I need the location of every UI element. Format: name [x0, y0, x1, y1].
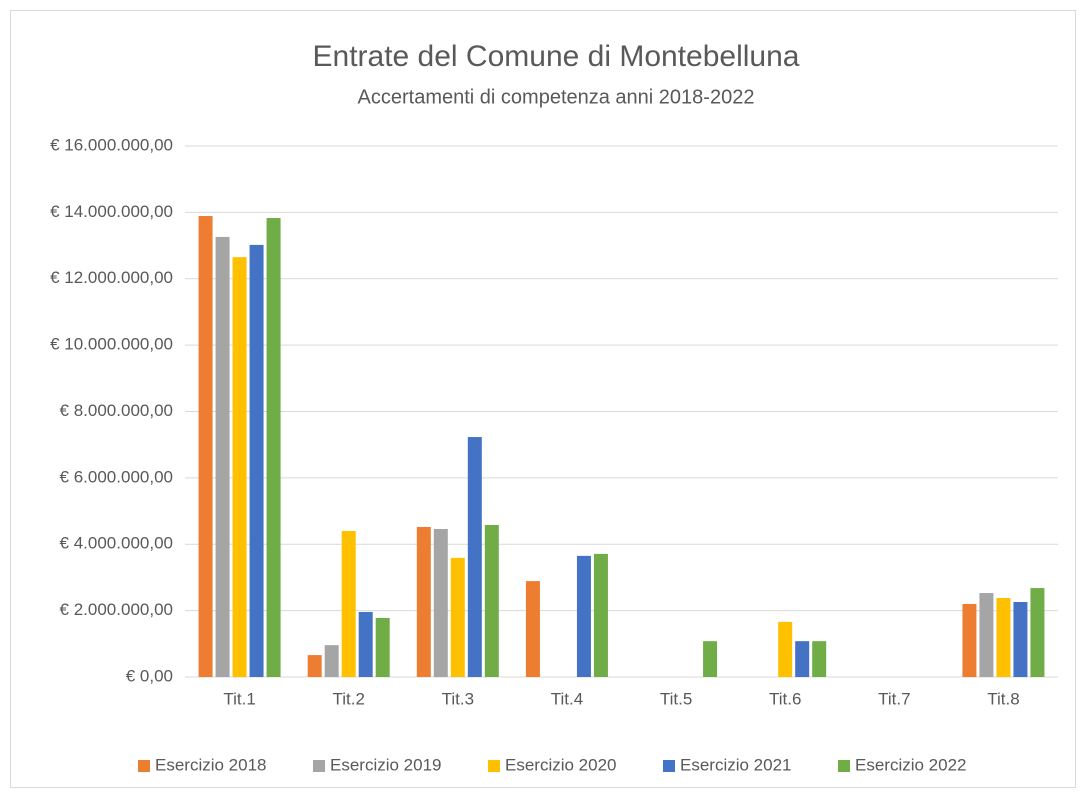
bar	[812, 641, 827, 677]
legend-label: Esercizio 2021	[680, 755, 792, 774]
bar	[593, 553, 608, 677]
bar	[215, 236, 230, 677]
x-tick-label: Tit.8	[987, 689, 1019, 708]
legend-label: Esercizio 2022	[855, 755, 967, 774]
bar	[1030, 588, 1045, 677]
x-tick-label: Tit.3	[442, 689, 474, 708]
bar	[375, 617, 390, 677]
y-tick-label: € 6.000.000,00	[60, 467, 173, 486]
y-tick-label: € 14.000.000,00	[50, 202, 173, 221]
bar	[266, 218, 281, 677]
y-tick-label: € 2.000.000,00	[60, 600, 173, 619]
bar	[979, 593, 994, 677]
bar	[778, 621, 793, 677]
x-tick-label: Tit.7	[878, 689, 910, 708]
bar	[525, 581, 540, 677]
bar	[198, 216, 213, 677]
bar	[341, 530, 356, 677]
bar	[996, 598, 1011, 677]
legend-swatch	[838, 760, 850, 772]
bar	[962, 603, 977, 677]
x-tick-label: Tit.1	[223, 689, 255, 708]
bar	[703, 641, 718, 677]
y-tick-label: € 8.000.000,00	[60, 401, 173, 420]
legend-swatch	[663, 760, 675, 772]
bar	[358, 611, 373, 677]
y-tick-label: € 10.000.000,00	[50, 335, 173, 354]
y-tick-label: € 4.000.000,00	[60, 534, 173, 553]
x-tick-label: Tit.6	[769, 689, 801, 708]
bar	[484, 525, 499, 677]
chart-subtitle: Accertamenti di competenza anni 2018-202…	[358, 86, 755, 108]
bar	[249, 244, 264, 677]
legend-label: Esercizio 2019	[330, 755, 442, 774]
chart-border	[10, 10, 1076, 788]
legend-swatch	[313, 760, 325, 772]
x-tick-label: Tit.4	[551, 689, 583, 708]
bar	[795, 641, 810, 677]
chart-title: Entrate del Comune di Montebelluna	[313, 40, 800, 73]
x-tick-label: Tit.2	[332, 689, 364, 708]
bar	[433, 528, 448, 677]
bar	[416, 526, 431, 677]
bar	[324, 645, 339, 677]
bar	[467, 437, 482, 677]
x-tick-label: Tit.5	[660, 689, 692, 708]
bar	[450, 557, 465, 677]
bar	[307, 655, 322, 677]
bar	[1013, 601, 1028, 677]
legend-swatch	[138, 760, 150, 772]
y-tick-label: € 12.000.000,00	[50, 268, 173, 287]
bar	[232, 257, 247, 677]
legend-label: Esercizio 2018	[155, 755, 267, 774]
y-tick-label: € 16.000.000,00	[50, 135, 173, 154]
y-tick-label: € 0,00	[126, 666, 173, 685]
bar	[576, 555, 591, 677]
legend-swatch	[488, 760, 500, 772]
legend-label: Esercizio 2020	[505, 755, 617, 774]
